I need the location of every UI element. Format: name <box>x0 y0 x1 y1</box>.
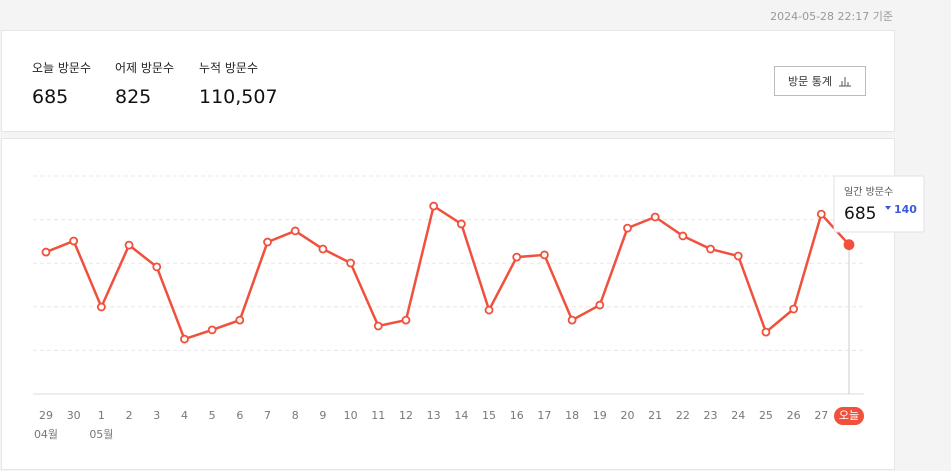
chart-card <box>1 138 895 470</box>
x-tick-label: 17 <box>537 409 551 422</box>
point <box>429 201 439 211</box>
x-tick-label: 11 <box>371 409 385 422</box>
x-tick-label: 7 <box>264 409 271 422</box>
point <box>816 209 826 219</box>
point <box>484 305 494 315</box>
stat: 오늘 방문수 685 <box>32 59 91 108</box>
x-tick-label: 26 <box>787 409 801 422</box>
stat-label: 누적 방문수 <box>199 61 259 75</box>
point <box>540 250 549 260</box>
point <box>761 327 771 337</box>
month-label: 04월 <box>34 428 58 441</box>
x-tick-label: 21 <box>648 409 662 422</box>
x-tick-label: 4 <box>181 409 188 422</box>
x-tick-label: 27 <box>814 409 828 422</box>
point <box>346 258 355 268</box>
x-tick-label: 오늘 <box>839 409 859 422</box>
x-tick-label: 2 <box>126 409 133 422</box>
point <box>318 244 328 254</box>
point <box>235 315 245 325</box>
stat-label: 어제 방문수 <box>115 61 175 75</box>
x-tick-label: 19 <box>593 409 607 422</box>
stat-value: 685 <box>32 86 69 108</box>
x-tick-label: 16 <box>510 409 524 422</box>
x-tick-label: 29 <box>39 409 53 422</box>
point <box>650 212 660 222</box>
tooltip-label: 일간 방문수 <box>844 186 893 198</box>
point <box>789 304 799 314</box>
x-tick-label: 12 <box>399 409 413 422</box>
month-label: 05월 <box>89 428 113 441</box>
point <box>207 325 217 335</box>
tooltip-change: 140 <box>894 203 917 216</box>
point <box>733 251 743 261</box>
point <box>96 302 106 312</box>
point <box>512 252 522 262</box>
x-tick-label: 9 <box>319 409 326 422</box>
stat-label: 오늘 방문수 <box>32 61 92 75</box>
point <box>263 237 272 247</box>
point <box>623 223 632 233</box>
point <box>124 240 134 250</box>
point <box>706 244 715 254</box>
point <box>290 226 300 236</box>
x-tick-label: 23 <box>704 409 718 422</box>
timestamp: 2024-05-28 22:17 기준 <box>770 10 893 23</box>
point <box>678 231 688 241</box>
x-tick-label: 20 <box>620 409 634 422</box>
x-tick-label: 22 <box>676 409 690 422</box>
tooltip-value: 685 <box>844 204 876 224</box>
down-arrow <box>885 206 891 210</box>
stat-value: 110,507 <box>199 86 278 108</box>
x-tick-label: 24 <box>731 409 745 422</box>
stats-button[interactable]: 방문 통계 <box>774 66 866 96</box>
x-tick-label: 18 <box>565 409 579 422</box>
x-tick-label: 1 <box>98 409 105 422</box>
point <box>373 321 383 331</box>
x-tick-label: 8 <box>292 409 299 422</box>
tooltip: 일간 방문수 685 140 <box>833 175 925 233</box>
point <box>152 262 162 272</box>
point <box>456 219 466 229</box>
point <box>401 315 411 325</box>
tooltip-box <box>833 175 925 233</box>
stat-value: 825 <box>115 86 152 108</box>
today-pill <box>834 407 865 425</box>
x-tick-label: 5 <box>209 409 216 422</box>
point <box>595 300 605 310</box>
x-tick-label: 10 <box>344 409 358 422</box>
stat: 어제 방문수 825 <box>115 59 174 108</box>
x-tick-label: 30 <box>67 409 81 422</box>
bar-icon <box>838 77 851 87</box>
stat: 누적 방문수 110,507 <box>199 59 278 108</box>
x-tick-label: 6 <box>236 409 243 422</box>
x-tick-label: 14 <box>454 409 468 422</box>
point <box>567 315 577 325</box>
x-tick-label: 25 <box>759 409 773 422</box>
line <box>45 204 850 341</box>
x-tick-label: 15 <box>482 409 496 422</box>
point <box>69 236 79 246</box>
x-tick-label: 13 <box>427 409 441 422</box>
button-label[interactable]: 방문 통계 <box>788 75 832 88</box>
point <box>843 239 855 251</box>
point <box>180 334 189 344</box>
point <box>41 247 51 257</box>
stats-card: 오늘 방문수 685 어제 방문수 825 누적 방문수 110,507 방문 통계 <box>1 30 895 132</box>
x-tick-label: 3 <box>153 409 160 422</box>
